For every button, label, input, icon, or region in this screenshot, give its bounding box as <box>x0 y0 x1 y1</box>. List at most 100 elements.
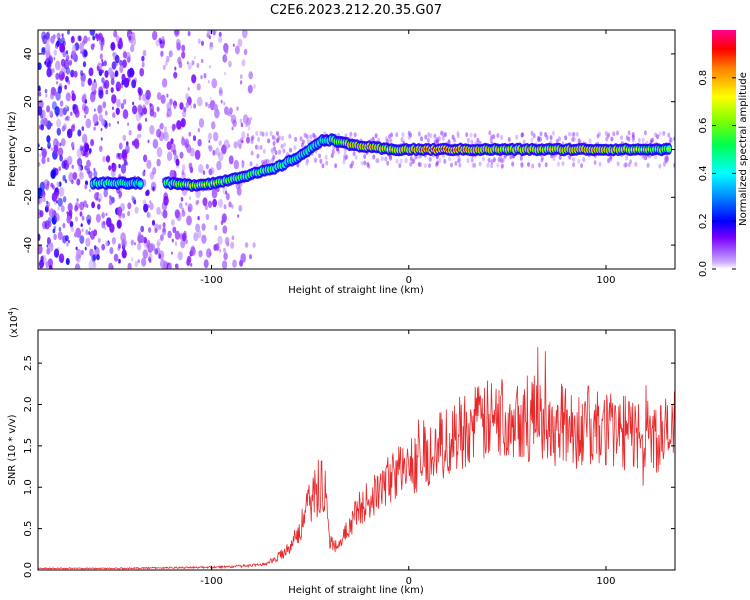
heatmap-noise-speckle <box>218 140 222 146</box>
heatmap-noise-speckle <box>176 38 181 48</box>
heatmap-noise-speckle <box>294 136 298 142</box>
heatmap-noise-speckle <box>217 235 223 245</box>
heatmap-noise-speckle <box>237 38 243 47</box>
heatmap-noise-speckle <box>277 149 281 155</box>
heatmap-noise-speckle <box>231 126 234 131</box>
heatmap-noise-speckle <box>458 162 462 168</box>
heatmap-noise-speckle <box>46 244 49 248</box>
heatmap-noise-speckle <box>96 65 100 71</box>
heatmap-noise-speckle <box>488 130 492 136</box>
heatmap-noise-speckle <box>90 93 96 103</box>
heatmap-noise-speckle <box>147 212 152 219</box>
heatmap-noise-speckle <box>74 202 80 211</box>
heatmap-noise-speckle <box>207 80 210 84</box>
heatmap-noise-speckle <box>417 161 421 167</box>
heatmap-noise-speckle <box>241 131 246 140</box>
heatmap-noise-speckle <box>221 144 227 155</box>
heatmap-noise-speckle <box>211 78 218 89</box>
heatmap-noise-speckle <box>189 147 195 157</box>
heatmap-noise-speckle <box>47 201 51 207</box>
heatmap-noise-speckle <box>305 134 309 140</box>
heatmap-noise-speckle <box>63 59 70 70</box>
heatmap-noise-speckle <box>104 79 110 89</box>
heatmap-noise-speckle <box>179 102 184 110</box>
heatmap-noise-speckle <box>203 259 209 269</box>
heatmap-noise-speckle <box>80 223 83 228</box>
heatmap-ridge-core <box>138 182 143 186</box>
heatmap-noise-speckle <box>65 92 71 102</box>
heatmap-noise-speckle <box>198 250 203 258</box>
heatmap-noise-speckle <box>95 213 101 223</box>
heatmap-noise-speckle <box>262 149 266 154</box>
snr-data-point <box>665 433 666 434</box>
heatmap-noise-speckle <box>130 257 134 262</box>
heatmap-noise-speckle <box>57 206 60 211</box>
snr-data-point <box>398 470 399 471</box>
heatmap-noise-speckle <box>389 155 393 161</box>
x-tick-label: -100 <box>200 576 223 587</box>
heatmap-noise-speckle <box>282 148 286 154</box>
heatmap-noise-speckle <box>105 212 108 217</box>
heatmap-noise-speckle <box>247 125 251 131</box>
heatmap-noise-speckle <box>137 104 143 114</box>
heatmap-noise-speckle <box>384 156 388 162</box>
heatmap-noise-speckle <box>61 33 64 37</box>
heatmap-noise-speckle <box>41 31 47 41</box>
heatmap-noise-speckle <box>152 167 157 175</box>
heatmap-noise-speckle <box>134 140 140 150</box>
heatmap-noise-speckle <box>108 122 111 127</box>
heatmap-noise-speckle <box>138 231 142 237</box>
heatmap-noise-speckle <box>243 48 248 56</box>
heatmap-noise-speckle <box>227 112 230 116</box>
heatmap-noise-speckle <box>82 147 85 151</box>
heatmap-noise-speckle <box>118 258 121 264</box>
heatmap-noise-speckle <box>656 134 660 140</box>
heatmap-noise-speckle <box>200 75 203 80</box>
heatmap-noise-speckle <box>496 162 500 168</box>
heatmap-noise-speckle <box>222 225 228 234</box>
snr-data-point <box>359 507 360 508</box>
heatmap-noise-speckle <box>509 154 513 160</box>
heatmap-noise-speckle <box>195 223 201 233</box>
heatmap-noise-speckle <box>41 148 47 159</box>
heatmap-noise-speckle <box>450 162 453 168</box>
heatmap-noise-speckle <box>172 226 177 234</box>
heatmap-noise-speckle <box>56 181 60 188</box>
heatmap-noise-speckle <box>325 160 329 166</box>
heatmap-noise-speckle <box>64 84 67 90</box>
heatmap-noise-speckle <box>90 43 95 50</box>
heatmap-noise-speckle <box>625 135 629 141</box>
heatmap-noise-speckle <box>53 233 57 240</box>
heatmap-noise-speckle <box>185 101 190 109</box>
heatmap-noise-speckle <box>76 148 82 158</box>
heatmap-noise-speckle <box>78 165 82 172</box>
heatmap-noise-speckle <box>45 43 51 54</box>
heatmap-noise-speckle <box>94 108 96 112</box>
heatmap-noise-speckle <box>121 151 128 162</box>
heatmap-noise-speckle <box>197 38 201 44</box>
heatmap-noise-speckle <box>179 202 183 209</box>
heatmap-noise-speckle <box>120 103 125 110</box>
heatmap-noise-speckle <box>56 127 61 136</box>
snr-data-point <box>527 420 528 421</box>
heatmap-noise-speckle <box>174 30 179 35</box>
snr-data-point <box>576 429 577 430</box>
heatmap-noise-speckle <box>156 206 161 215</box>
heatmap-noise-speckle <box>54 192 59 200</box>
heatmap-noise-speckle <box>181 44 186 52</box>
heatmap-noise-speckle <box>540 157 544 163</box>
heatmap-noise-speckle <box>58 166 61 171</box>
heatmap-noise-speckle <box>487 157 491 163</box>
heatmap-noise-speckle <box>238 205 243 212</box>
heatmap-noise-speckle <box>620 135 623 141</box>
heatmap-noise-speckle <box>537 137 541 143</box>
heatmap-noise-speckle <box>273 146 276 152</box>
heatmap-noise-speckle <box>56 118 62 128</box>
heatmap-noise-speckle <box>86 167 91 175</box>
heatmap-noise-speckle <box>667 132 671 138</box>
snr-data-point <box>448 441 449 442</box>
heatmap-noise-speckle <box>245 123 248 128</box>
heatmap-noise-speckle <box>228 107 233 115</box>
heatmap-noise-speckle <box>191 74 197 84</box>
heatmap-noise-speckle <box>123 77 130 88</box>
